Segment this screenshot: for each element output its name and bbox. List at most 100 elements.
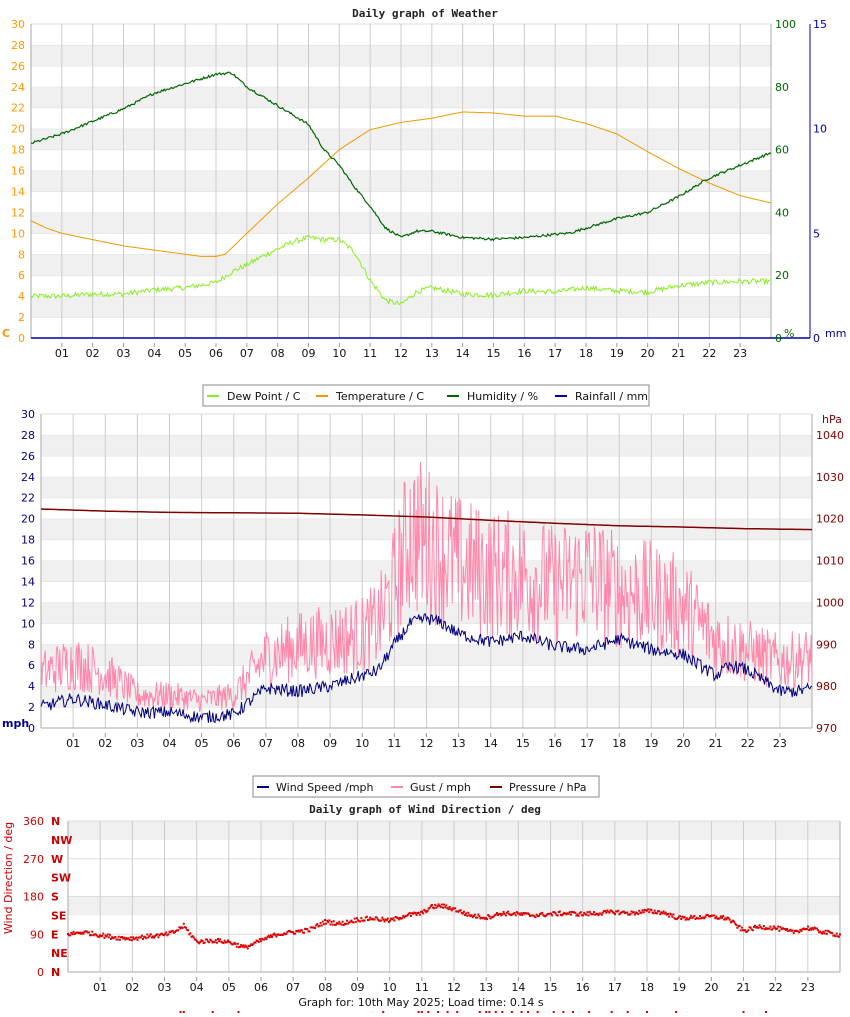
direction-point bbox=[515, 911, 518, 914]
direction-point bbox=[304, 927, 307, 930]
direction-point bbox=[702, 916, 705, 919]
direction-point bbox=[254, 941, 257, 944]
direction-point bbox=[365, 915, 368, 918]
direction-point bbox=[835, 932, 838, 935]
direction-x-tick-label: 16 bbox=[576, 981, 590, 994]
direction-point bbox=[207, 940, 210, 943]
wind-y-right-tick: 990 bbox=[816, 638, 837, 651]
direction-point bbox=[208, 941, 211, 944]
direction-x-tick-label: 18 bbox=[640, 981, 654, 994]
wind-legend-label: Wind Speed /mph bbox=[276, 781, 374, 794]
direction-point bbox=[91, 930, 94, 933]
direction-point bbox=[632, 911, 635, 914]
direction-point bbox=[812, 928, 815, 931]
direction-point bbox=[576, 913, 579, 916]
direction-point bbox=[415, 914, 418, 917]
direction-point bbox=[698, 915, 701, 918]
direction-point bbox=[170, 930, 173, 933]
direction-point bbox=[618, 913, 621, 916]
direction-point bbox=[598, 912, 601, 915]
direction-point bbox=[689, 916, 692, 919]
direction-point bbox=[575, 914, 578, 917]
direction-point bbox=[449, 907, 452, 910]
direction-point bbox=[674, 917, 677, 920]
wind-series-speed bbox=[40, 613, 813, 724]
direction-point bbox=[247, 944, 250, 947]
direction-chart-title: Daily graph of Wind Direction / deg bbox=[309, 803, 541, 816]
direction-point bbox=[72, 930, 75, 933]
direction-point bbox=[456, 910, 459, 913]
weather-y-left-tick: 16 bbox=[11, 165, 25, 178]
direction-point bbox=[79, 931, 82, 934]
direction-point bbox=[758, 924, 761, 927]
direction-point bbox=[75, 931, 78, 934]
wind-y-right-tick: 1030 bbox=[816, 471, 844, 484]
direction-point bbox=[67, 932, 69, 935]
direction-y-tick: 180 bbox=[23, 891, 44, 904]
direction-point bbox=[771, 927, 774, 930]
direction-point bbox=[461, 912, 464, 915]
direction-point bbox=[315, 924, 318, 927]
direction-point bbox=[186, 928, 189, 931]
direction-point bbox=[354, 920, 357, 923]
direction-point bbox=[116, 938, 119, 941]
direction-point bbox=[682, 916, 685, 919]
direction-point bbox=[421, 910, 424, 913]
direction-point bbox=[432, 906, 435, 909]
direction-point bbox=[825, 932, 828, 935]
direction-point bbox=[644, 909, 647, 912]
direction-point bbox=[169, 931, 172, 934]
direction-point bbox=[188, 933, 191, 936]
direction-point bbox=[480, 916, 483, 919]
direction-point bbox=[711, 914, 714, 917]
direction-point bbox=[729, 921, 732, 924]
direction-point bbox=[275, 935, 278, 938]
direction-point bbox=[547, 912, 550, 915]
direction-point bbox=[294, 932, 297, 935]
direction-point bbox=[80, 932, 83, 935]
weather-y-left-tick: 12 bbox=[11, 206, 25, 219]
direction-point bbox=[834, 935, 837, 938]
direction-point bbox=[491, 916, 494, 919]
direction-point bbox=[101, 934, 104, 937]
direction-point bbox=[738, 924, 741, 927]
direction-point bbox=[482, 916, 485, 919]
direction-point bbox=[201, 940, 204, 943]
direction-point bbox=[218, 940, 221, 943]
direction-point bbox=[85, 930, 88, 933]
direction-point bbox=[586, 911, 589, 914]
direction-point bbox=[559, 913, 562, 916]
direction-point bbox=[168, 930, 171, 933]
wind-x-tick-label: 16 bbox=[548, 737, 562, 750]
direction-calm-point bbox=[610, 1011, 613, 1013]
direction-point bbox=[522, 911, 525, 914]
direction-calm-point bbox=[179, 1011, 182, 1013]
direction-point bbox=[407, 912, 410, 915]
direction-point bbox=[614, 913, 617, 916]
direction-point bbox=[375, 916, 378, 919]
direction-x-tick-label: 19 bbox=[672, 981, 686, 994]
direction-point bbox=[143, 935, 146, 938]
direction-point bbox=[87, 931, 90, 934]
direction-point bbox=[185, 926, 188, 929]
direction-point bbox=[257, 940, 260, 943]
direction-point bbox=[334, 923, 337, 926]
direction-point bbox=[384, 918, 387, 921]
direction-point bbox=[824, 929, 827, 932]
direction-point bbox=[181, 926, 184, 929]
direction-point bbox=[155, 933, 158, 936]
direction-point bbox=[525, 912, 528, 915]
direction-point bbox=[417, 911, 420, 914]
direction-calm-point bbox=[674, 1011, 677, 1013]
direction-point bbox=[325, 922, 328, 925]
direction-y-tick: 360 bbox=[23, 815, 44, 828]
direction-point bbox=[221, 941, 224, 944]
direction-point bbox=[487, 914, 490, 917]
direction-point bbox=[693, 914, 696, 917]
direction-point bbox=[740, 926, 743, 929]
direction-point bbox=[764, 928, 767, 931]
direction-y-tick: 0 bbox=[37, 966, 44, 979]
direction-point bbox=[412, 912, 415, 915]
direction-point bbox=[564, 912, 567, 915]
direction-point bbox=[86, 931, 89, 934]
